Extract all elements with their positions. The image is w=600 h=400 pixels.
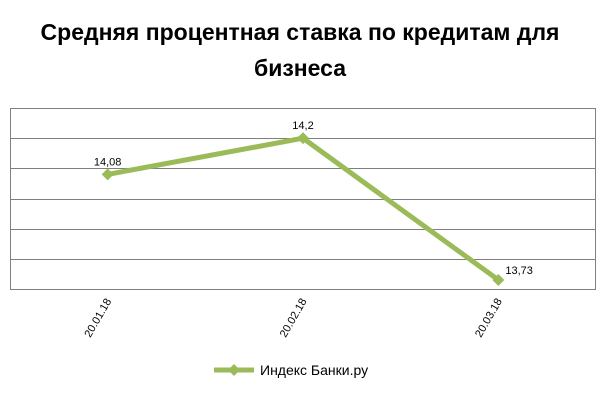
data-label: 13,73 <box>505 265 533 277</box>
data-label: 14,2 <box>292 120 313 132</box>
x-tick-label: 20.02.18 <box>278 297 310 340</box>
x-tick-label: 20.01.18 <box>82 297 114 340</box>
series-group <box>101 132 505 286</box>
legend: Индекс Банки.ру <box>214 362 368 378</box>
x-tick-label: 20.03.18 <box>473 297 505 340</box>
data-labels: 14,08 14,2 13,73 <box>94 120 533 277</box>
legend-label: Индекс Банки.ру <box>260 362 368 378</box>
data-point-marker <box>297 132 309 145</box>
x-axis-tick-labels: 20.01.18 20.02.18 20.03.18 <box>82 297 504 340</box>
data-point-marker <box>492 273 505 286</box>
data-point-marker <box>101 168 114 181</box>
chart-title: Средняя процентная ставка по кредитам дл… <box>40 19 560 81</box>
series-line <box>107 135 500 282</box>
legend-swatch-marker <box>228 364 240 376</box>
data-label: 14,08 <box>94 156 122 168</box>
